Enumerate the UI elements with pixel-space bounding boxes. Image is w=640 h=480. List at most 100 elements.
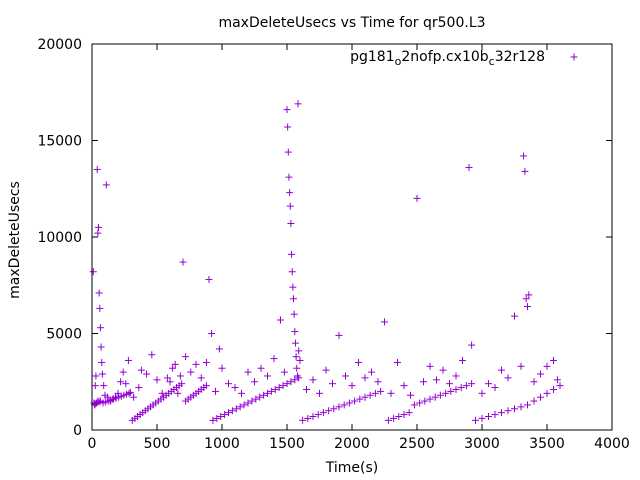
data-point (522, 295, 530, 303)
data-point (335, 403, 343, 411)
data-point (283, 106, 291, 114)
legend-label-subscript: o (395, 55, 402, 68)
data-point (553, 376, 561, 384)
data-point (290, 310, 298, 318)
data-point (209, 416, 217, 424)
data-point (394, 358, 401, 366)
data-point (524, 302, 531, 310)
data-point (279, 382, 287, 390)
data-point (520, 152, 528, 160)
data-point (431, 393, 439, 401)
data-point (387, 389, 395, 397)
data-point (368, 368, 375, 376)
data-point (491, 411, 499, 419)
data-point (447, 387, 455, 395)
data-point (205, 275, 213, 283)
legend-label-part: pg181 (350, 49, 395, 65)
data-point (104, 393, 112, 401)
data-point (498, 366, 505, 374)
data-point (478, 414, 486, 422)
data-point (286, 202, 294, 210)
data-point (543, 389, 551, 397)
x-tick-label: 2000 (334, 436, 370, 452)
data-point (178, 380, 186, 388)
data-point (319, 409, 327, 417)
x-axis-label: Time(s) (325, 460, 378, 476)
data-point (95, 223, 102, 231)
data-point (550, 385, 557, 393)
data-point (304, 414, 312, 422)
data-point (377, 387, 385, 395)
data-points (89, 100, 564, 424)
data-point (135, 384, 143, 392)
data-point (91, 382, 99, 390)
data-point (275, 384, 283, 392)
data-point (251, 378, 258, 386)
data-point (212, 387, 219, 395)
data-point (163, 374, 171, 382)
data-point (316, 389, 323, 397)
data-point (197, 374, 205, 382)
data-point (421, 397, 429, 405)
data-point (202, 382, 210, 390)
data-point (524, 401, 531, 409)
data-point (182, 353, 190, 361)
data-point (472, 416, 479, 424)
data-point (166, 378, 174, 386)
data-point (465, 164, 473, 172)
data-point (291, 339, 299, 347)
data-point (291, 376, 299, 384)
data-point (366, 391, 374, 399)
data-point (288, 268, 296, 276)
data-point (446, 380, 453, 388)
x-tick-label: 500 (144, 436, 171, 452)
data-point (231, 384, 239, 392)
data-point (217, 412, 225, 420)
data-point (361, 393, 369, 401)
data-point (314, 411, 322, 419)
data-point (92, 372, 100, 380)
data-point (248, 397, 256, 405)
data-point (478, 389, 486, 397)
y-tick-label: 0 (73, 423, 82, 439)
data-point (410, 401, 418, 409)
data-point (468, 341, 476, 349)
data-point (179, 258, 187, 266)
data-point (97, 343, 105, 351)
y-tick-label: 15000 (37, 134, 82, 150)
data-point (296, 357, 304, 365)
data-point (284, 123, 292, 131)
data-point (371, 389, 379, 397)
x-tick-label: 2500 (399, 436, 435, 452)
x-tick-label: 1500 (269, 436, 305, 452)
data-point (530, 397, 538, 405)
y-tick-label: 5000 (46, 327, 82, 343)
data-point (325, 407, 333, 415)
data-point (442, 389, 450, 397)
data-point (192, 360, 200, 368)
data-point (171, 360, 179, 368)
y-tick-label: 20000 (37, 37, 82, 53)
data-point (256, 393, 264, 401)
data-point (345, 399, 353, 407)
data-point (293, 364, 301, 372)
data-point (264, 372, 271, 380)
x-tick-label: 1000 (204, 436, 240, 452)
x-tick-label: 4000 (594, 436, 630, 452)
data-point (277, 316, 284, 324)
data-point (232, 405, 240, 413)
data-point (114, 389, 122, 397)
data-point (504, 407, 512, 415)
data-point (130, 393, 138, 401)
data-point (498, 409, 505, 417)
data-point (213, 414, 221, 422)
data-point (374, 378, 382, 386)
x-tick-label: 0 (88, 436, 97, 452)
data-point (439, 366, 447, 374)
data-point (280, 368, 288, 376)
data-point (452, 372, 460, 380)
data-point (260, 391, 268, 399)
chart-title: maxDeleteUsecs vs Time for qr500.L3 (218, 15, 485, 31)
data-point (291, 328, 299, 336)
data-point (236, 403, 244, 411)
